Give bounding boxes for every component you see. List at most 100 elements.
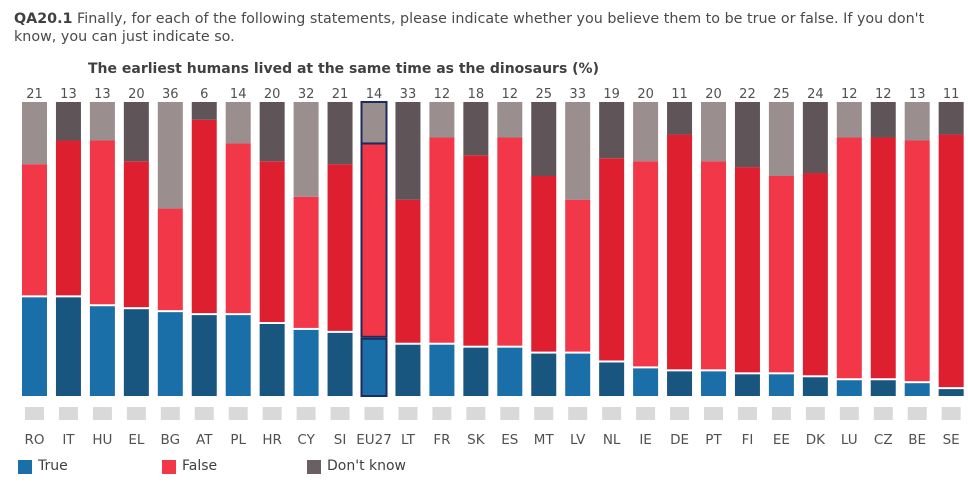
bar-group-sk: 176518SK xyxy=(463,87,489,448)
bar-group-nl: 126919NL xyxy=(599,87,625,448)
bar-group-cy: 234532CY xyxy=(293,87,319,448)
bar-false-cy xyxy=(293,196,319,328)
bar-group-fi: 87022FI xyxy=(734,87,760,448)
bar-group-si: 225721SI xyxy=(327,87,353,448)
x-tick-label-bg: BG xyxy=(161,432,181,448)
bar-don-t-know-ie xyxy=(633,102,659,162)
x-tick-label-lt: LT xyxy=(401,432,416,448)
x-tick-label-be: BE xyxy=(908,432,926,448)
bar-don-t-know-bg xyxy=(157,102,183,209)
bar-true-lv xyxy=(565,353,591,396)
question-text: QA20.1 Finally, for each of the followin… xyxy=(14,10,959,46)
bar-don-t-know-dk xyxy=(802,102,828,174)
flag-icon-bg xyxy=(160,407,180,420)
data-label-don-t-know-it: 13 xyxy=(60,87,77,102)
bar-false-fi xyxy=(734,167,760,373)
bar-true-el xyxy=(123,309,149,396)
bar-group-el: 305020EL xyxy=(123,87,149,448)
flag-icon-it xyxy=(58,407,78,420)
flag-icon-lu xyxy=(839,407,859,420)
bar-don-t-know-ro xyxy=(22,102,47,165)
bar-group-bg: 293536BG xyxy=(157,87,183,448)
x-tick-label-dk: DK xyxy=(806,432,826,448)
bar-true-de xyxy=(667,371,693,396)
data-label-don-t-know-hu: 13 xyxy=(94,87,111,102)
bar-don-t-know-es xyxy=(497,102,523,138)
data-label-don-t-know-fr: 12 xyxy=(434,87,451,102)
bar-group-eu27: 206614EU27 xyxy=(356,87,392,448)
bar-false-eu27 xyxy=(360,142,388,338)
bar-true-nl xyxy=(599,362,625,396)
bar-don-t-know-ee xyxy=(768,102,794,176)
bar-true-fi xyxy=(734,374,760,396)
flag-icon-fr xyxy=(432,407,452,420)
bar-false-lu xyxy=(836,137,862,379)
flag-icon-be xyxy=(907,407,927,420)
flag-icon-sk xyxy=(466,407,486,420)
bar-false-nl xyxy=(599,158,625,361)
bar-don-t-know-cz xyxy=(870,102,896,138)
data-label-don-t-know-el: 20 xyxy=(128,87,145,102)
bar-false-hu xyxy=(89,140,115,305)
bar-don-t-know-lt xyxy=(395,102,421,200)
bar-don-t-know-hr xyxy=(259,102,285,162)
bar-don-t-know-pl xyxy=(225,102,251,144)
bar-false-be xyxy=(904,140,930,382)
bar-false-de xyxy=(667,134,693,370)
bar-true-it xyxy=(55,297,81,396)
bar-don-t-know-fi xyxy=(734,102,760,168)
bar-don-t-know-eu27 xyxy=(360,101,388,145)
bar-false-fr xyxy=(429,137,455,343)
bar-false-cz xyxy=(870,137,896,379)
flag-icon-ie xyxy=(636,407,656,420)
bar-don-t-know-nl xyxy=(599,102,625,159)
bar-group-ro: 344521RO xyxy=(22,87,47,448)
x-tick-label-lv: LV xyxy=(570,432,586,448)
bar-don-t-know-cy xyxy=(293,102,319,197)
bar-don-t-know-mt xyxy=(531,102,557,176)
bar-true-ee xyxy=(768,374,794,396)
bar-false-si xyxy=(327,164,353,331)
bar-true-lt xyxy=(395,344,421,396)
bar-true-se xyxy=(938,389,964,396)
x-tick-label-de: DE xyxy=(670,432,689,448)
flag-icon-ee xyxy=(771,407,791,420)
bar-group-hr: 255520HR xyxy=(259,87,285,448)
x-tick-label-cy: CY xyxy=(297,432,315,448)
bar-group-lv: 155233LV xyxy=(565,87,591,448)
bar-group-it: 345313IT xyxy=(55,87,81,448)
bar-true-ro xyxy=(22,297,47,396)
x-tick-label-at: AT xyxy=(196,432,213,448)
bar-true-cz xyxy=(870,380,896,396)
bar-false-mt xyxy=(531,176,557,352)
flag-icon-dk xyxy=(805,407,825,420)
bar-group-at: 28666AT xyxy=(191,87,217,448)
data-label-don-t-know-lt: 33 xyxy=(400,87,417,102)
data-label-don-t-know-es: 12 xyxy=(502,87,519,102)
data-label-don-t-know-cy: 32 xyxy=(298,87,315,102)
flag-icon-lv xyxy=(568,407,588,420)
legend-swatch xyxy=(307,460,321,474)
data-label-don-t-know-cz: 12 xyxy=(875,87,892,102)
bar-group-pt: 97120PT xyxy=(701,87,726,448)
bar-group-ie: 107020IE xyxy=(633,87,659,448)
x-tick-label-si: SI xyxy=(334,432,347,448)
flag-icon-de xyxy=(670,407,690,420)
flag-icon-nl xyxy=(602,407,622,420)
flag-icon-pl xyxy=(228,407,248,420)
bar-false-lv xyxy=(565,199,591,352)
data-label-don-t-know-de: 11 xyxy=(671,87,688,102)
data-label-don-t-know-hr: 20 xyxy=(264,87,281,102)
flag-icon-hr xyxy=(262,407,282,420)
bar-don-t-know-de xyxy=(667,102,693,135)
bar-don-t-know-pt xyxy=(701,102,726,162)
bar-true-si xyxy=(327,332,353,396)
flag-icon-at xyxy=(194,407,214,420)
bar-false-ie xyxy=(633,161,659,367)
data-label-don-t-know-at: 6 xyxy=(200,87,208,102)
data-label-don-t-know-bg: 36 xyxy=(162,87,179,102)
flag-icon-eu27 xyxy=(364,407,384,420)
flag-icon-si xyxy=(330,407,350,420)
legend-label: Don't know xyxy=(327,458,407,474)
data-label-don-t-know-ee: 25 xyxy=(773,87,790,102)
